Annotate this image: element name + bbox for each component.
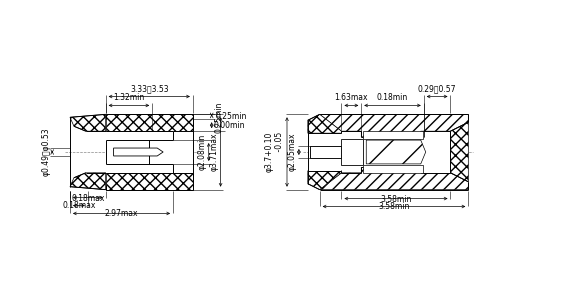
Text: 1.32min: 1.32min [113,93,145,102]
Text: φ0.49～φ0.53: φ0.49～φ0.53 [41,128,50,176]
Text: 0.25min: 0.25min [214,101,224,133]
Text: 3.58min: 3.58min [378,202,410,212]
Polygon shape [308,171,341,190]
Text: 0.29～0.57: 0.29～0.57 [418,85,456,94]
Polygon shape [308,133,341,171]
Text: 0.18min: 0.18min [377,93,408,102]
Text: φ3.7+0.10
    -0.05: φ3.7+0.10 -0.05 [265,132,284,172]
Polygon shape [308,114,341,133]
Text: 3.33～3.53: 3.33～3.53 [130,85,169,94]
Text: φ2.05max: φ2.05max [288,133,297,171]
Polygon shape [363,165,423,173]
Polygon shape [106,131,193,173]
Polygon shape [114,148,163,156]
Text: 0.25min: 0.25min [216,112,247,121]
Polygon shape [451,122,468,182]
Text: 0.18max: 0.18max [71,194,105,202]
Polygon shape [106,173,193,190]
Polygon shape [362,131,451,173]
Text: 2.97max: 2.97max [105,209,138,218]
Polygon shape [363,131,423,139]
Text: 0.18max: 0.18max [62,202,96,210]
Text: 1.63max: 1.63max [335,93,368,102]
Polygon shape [320,114,468,137]
Polygon shape [106,114,193,131]
Polygon shape [341,139,363,165]
Text: φ2.08min: φ2.08min [198,134,206,170]
Polygon shape [70,114,106,131]
Polygon shape [310,146,341,158]
Text: φ3.71max: φ3.71max [209,133,219,171]
Polygon shape [366,140,426,164]
Polygon shape [320,167,468,190]
Polygon shape [70,173,106,190]
Text: 0.00min: 0.00min [214,121,245,130]
Text: 3.58min: 3.58min [380,195,412,203]
